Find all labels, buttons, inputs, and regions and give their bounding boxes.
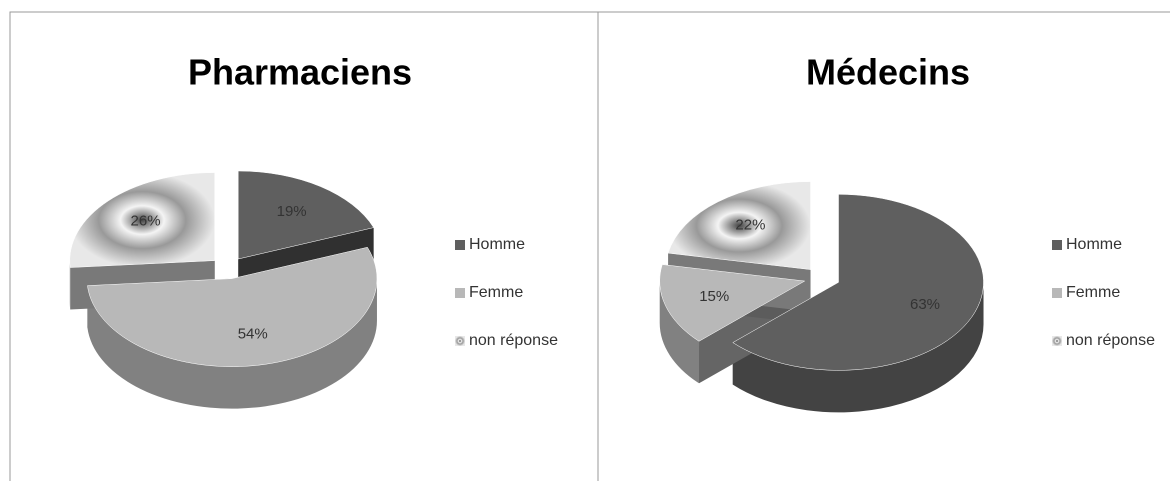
legend-label: Homme — [1066, 236, 1122, 253]
legend-label: non réponse — [1066, 332, 1155, 349]
legend-label: Femme — [1066, 284, 1120, 301]
legend-swatch — [1052, 336, 1062, 346]
legend-swatch — [1052, 240, 1062, 250]
legend-swatch — [455, 288, 465, 298]
data-label: 26% — [131, 213, 161, 230]
data-label: 63% — [910, 296, 940, 313]
data-label: 22% — [735, 216, 765, 233]
data-label: 15% — [699, 288, 729, 305]
legend-label: Homme — [469, 236, 525, 253]
legend-swatch — [455, 336, 465, 346]
legend-swatch — [455, 240, 465, 250]
legend-label: Femme — [469, 284, 523, 301]
chart-title: Médecins — [806, 52, 970, 93]
legend-swatch — [1052, 288, 1062, 298]
data-label: 54% — [238, 325, 268, 342]
data-label: 19% — [277, 203, 307, 220]
legend-label: non réponse — [469, 332, 558, 349]
chart-title: Pharmaciens — [188, 52, 412, 93]
